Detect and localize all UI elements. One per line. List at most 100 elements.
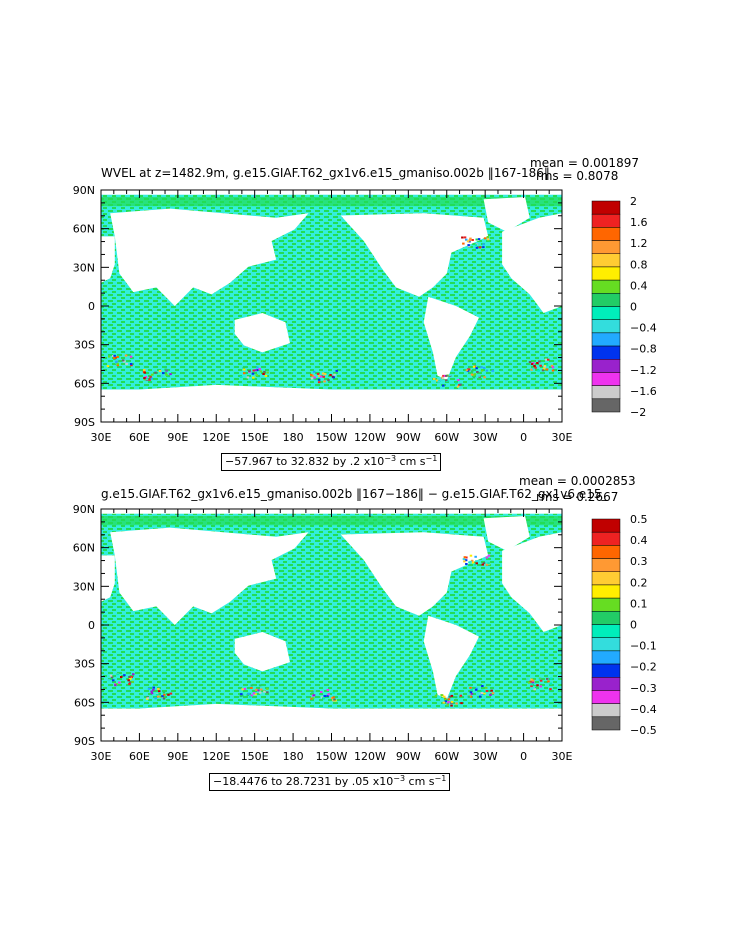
hotspot-cell — [546, 677, 549, 680]
hotspot-cell — [161, 695, 164, 698]
hotspot-cell — [486, 238, 490, 241]
hotspot-cell — [551, 366, 555, 369]
hotspot-cell — [150, 692, 154, 695]
hotspot-cell — [538, 677, 542, 680]
hotspot-cell — [450, 700, 454, 703]
lon-label: 60E — [129, 431, 150, 444]
hotspot-cell — [127, 679, 130, 682]
hotspot-cell — [250, 684, 253, 687]
hotspot-cell — [533, 683, 537, 685]
hotspot-cell — [450, 694, 454, 697]
colorbar-label: 0.1 — [630, 597, 648, 610]
panel2-title: g.e15.GIAF.T62_gx1v6.e15_gmaniso.002b ‖1… — [101, 487, 608, 501]
hotspot-cell — [144, 376, 148, 379]
hotspot-cell — [473, 373, 477, 376]
hotspot-cell — [159, 695, 163, 698]
hotspot-cell — [545, 364, 549, 367]
hotspot-cell — [162, 697, 166, 700]
hotspot-cell — [536, 362, 539, 364]
hotspot-cell — [528, 681, 531, 684]
hotspot-cell — [443, 698, 447, 701]
hotspot-cell — [250, 694, 253, 697]
hotspot-cell — [150, 377, 153, 380]
hotspot-cell — [467, 368, 471, 371]
panel2-units-tail-exp: −1 — [434, 774, 447, 783]
hotspot-cell — [468, 240, 471, 243]
hotspot-cell — [116, 362, 119, 365]
panel1-plot: 90N 60N 30N 0 30S 60S 90S 30E 60E 90E 120E 150E 180 1… — [73, 184, 657, 444]
hotspot-cell — [533, 364, 536, 367]
lon-label: 90W — [396, 431, 421, 444]
panel2-units: x10 — [372, 775, 394, 788]
hotspot-cell — [312, 370, 316, 373]
hotspot-cell — [258, 691, 262, 694]
panel2-colorbar: 0.5 0.4 0.3 0.2 0.1 0 −0.1 −0.2 −0.3 −0.4 −0.5 — [591, 513, 657, 737]
hotspot-cell — [530, 368, 533, 371]
hotspot-cell — [311, 374, 315, 377]
hotspot-cell — [544, 358, 548, 361]
hotspot-cell — [437, 380, 440, 383]
colorbar-swatch — [591, 650, 621, 665]
hotspot-cell — [246, 693, 250, 696]
colorbar-swatch — [591, 716, 621, 731]
lon-label: 150E — [241, 431, 269, 444]
colorbar-label: 2 — [630, 195, 637, 208]
hotspot-cell — [445, 374, 448, 377]
panel1-units-exp: −3 — [384, 454, 397, 463]
hotspot-cell — [154, 371, 157, 374]
hotspot-cell — [485, 563, 489, 566]
land-mass — [423, 296, 479, 381]
colorbar-label: 0.4 — [630, 534, 648, 547]
hotspot-cell — [443, 374, 447, 377]
colorbar-label: −0.8 — [630, 343, 657, 356]
hotspot-cell — [487, 365, 491, 368]
lon-label: 30E — [91, 750, 112, 763]
hotspot-cell — [113, 354, 116, 357]
hotspot-cell — [252, 692, 256, 695]
hotspot-cell — [149, 376, 152, 379]
hotspot-cell — [323, 373, 327, 376]
lat-label: 90S — [74, 416, 95, 429]
hotspot-cell — [320, 691, 323, 693]
hotspot-cell — [169, 373, 172, 376]
hotspot-cell — [463, 236, 467, 239]
land-mass — [101, 555, 115, 602]
hotspot-cell — [143, 378, 147, 381]
lon-label: 60W — [434, 431, 459, 444]
colorbar-label: 0.5 — [630, 513, 648, 526]
hotspot-cell — [469, 695, 473, 698]
colorbar-swatch — [591, 677, 621, 691]
hotspot-cell — [128, 678, 132, 681]
colorbar-swatch — [591, 663, 621, 678]
lon-label: 0 — [520, 431, 527, 444]
hotspot-cell — [467, 245, 471, 248]
lat-label: 60S — [74, 377, 95, 390]
hotspot-cell — [129, 355, 133, 358]
hotspot-cell — [311, 690, 314, 693]
hotspot-cell — [541, 369, 545, 372]
hotspot-cell — [481, 685, 484, 687]
hotspot-cell — [481, 563, 484, 566]
hotspot-cell — [116, 364, 119, 367]
hotspot-cell — [465, 238, 468, 241]
hotspot-cell — [143, 369, 146, 372]
colorbar-label: −1.2 — [630, 364, 657, 377]
hotspot-cell — [550, 677, 553, 680]
hotspot-cell — [550, 364, 554, 367]
hotspot-cell — [478, 374, 481, 377]
hotspot-cell — [327, 693, 330, 696]
hotspot-cell — [528, 361, 532, 363]
hotspot-cell — [469, 691, 473, 694]
lon-label: 0 — [520, 750, 527, 763]
hotspot-cell — [143, 371, 146, 374]
hotspot-cell — [471, 239, 474, 241]
hotspot-cell — [259, 370, 263, 373]
hotspot-cell — [330, 697, 334, 700]
hotspot-cell — [266, 687, 269, 690]
hotspot-cell — [472, 376, 476, 379]
hotspot-cell — [123, 674, 126, 677]
hotspot-cell — [462, 242, 465, 245]
hotspot-cell — [539, 685, 542, 688]
lat-label: 60S — [74, 696, 95, 709]
panel1-units: x10 — [363, 455, 385, 468]
